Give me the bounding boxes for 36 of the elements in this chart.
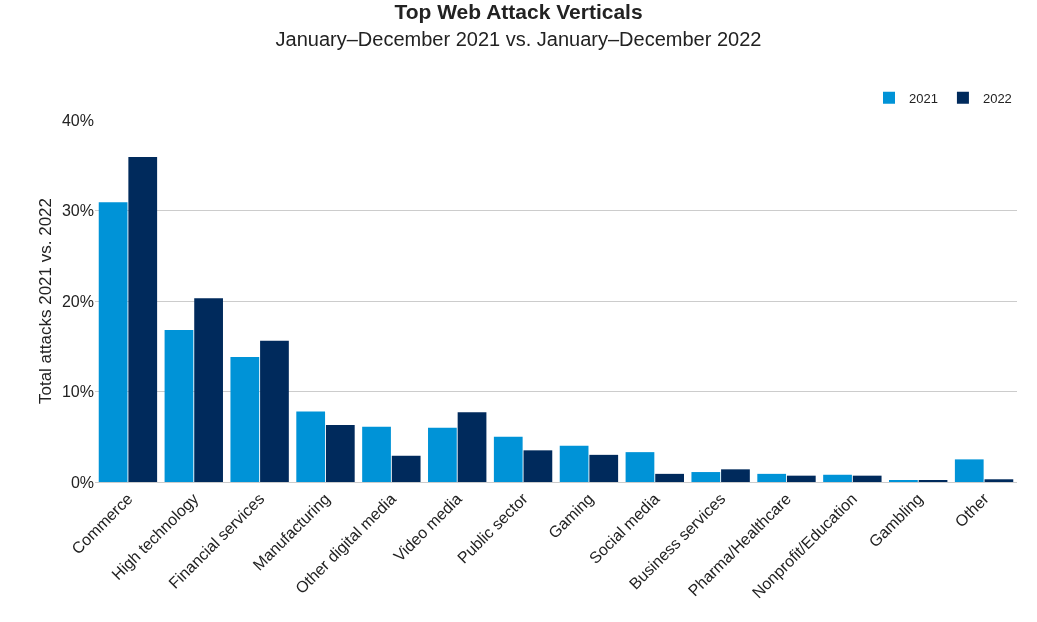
y-tick-label: 40%	[61, 111, 94, 129]
bar	[325, 424, 355, 482]
bar	[523, 450, 553, 482]
y-tick-label: 30%	[61, 202, 94, 220]
y-tick-label: 20%	[61, 292, 94, 310]
bar	[559, 445, 589, 482]
bar	[296, 411, 326, 482]
bar	[691, 472, 721, 482]
bar	[230, 357, 260, 482]
bar	[757, 473, 787, 482]
bar	[457, 412, 487, 482]
bar	[428, 427, 457, 482]
bar	[786, 475, 816, 482]
y-axis-title: Total attacks 2021 vs. 2022	[36, 197, 55, 405]
bar	[852, 475, 882, 482]
legend-label: 2022	[982, 90, 1012, 106]
chart-title: Top Web Attack Verticals	[394, 0, 643, 23]
bar	[164, 329, 194, 482]
bar	[655, 473, 684, 482]
bar	[984, 479, 1014, 482]
bar	[589, 454, 619, 482]
bar	[625, 452, 655, 482]
y-tick-label: 10%	[61, 383, 94, 401]
legend-label: 2021	[909, 90, 938, 106]
bar	[721, 469, 750, 482]
bar	[98, 202, 128, 482]
bar	[823, 474, 852, 482]
y-tick-label: 0%	[70, 473, 94, 491]
bar	[260, 340, 289, 482]
chart-subtitle: January–December 2021 vs. January–December 2022	[275, 27, 762, 50]
bar	[391, 455, 421, 482]
bar	[128, 157, 158, 482]
bar	[362, 426, 391, 482]
bar	[194, 298, 223, 482]
bar	[954, 459, 984, 482]
bar	[493, 436, 523, 482]
